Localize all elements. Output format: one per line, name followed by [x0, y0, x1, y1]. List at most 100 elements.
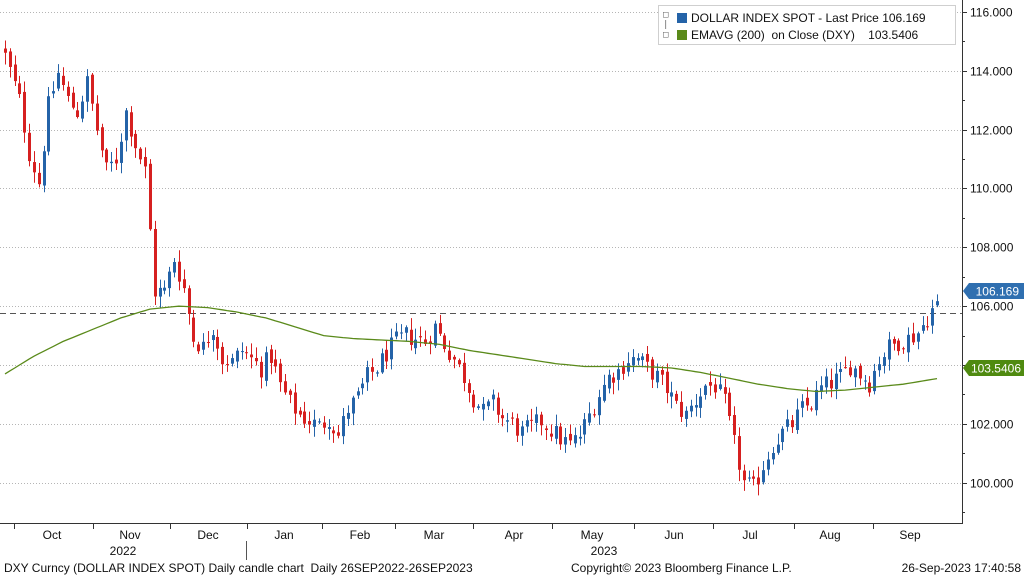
candle-body	[352, 397, 355, 414]
candle-body	[724, 387, 727, 394]
candle-body	[188, 288, 191, 314]
candle-body	[936, 301, 939, 306]
candle-body	[680, 401, 683, 417]
candle-body	[376, 372, 379, 374]
candle-body	[820, 385, 823, 392]
candle-body	[641, 356, 644, 361]
candle-body	[463, 362, 466, 384]
candle-body	[583, 419, 586, 435]
candle-body	[825, 376, 828, 388]
candle-body	[91, 74, 94, 104]
candle-body	[385, 349, 388, 362]
candle-body	[328, 427, 331, 429]
y-tick-label: 116.000	[970, 6, 1013, 20]
legend-value-ema: 103.5406	[868, 28, 919, 42]
candle-body	[777, 444, 780, 453]
candle-body	[564, 437, 567, 445]
y-axis-ticks: 100.000102.000104.000106.000108.000110.0…	[962, 6, 1014, 513]
candle-body	[96, 103, 99, 131]
candle-body	[472, 394, 475, 408]
x-month-label: Dec	[197, 528, 218, 542]
candle-body	[429, 341, 432, 344]
candle-body	[226, 364, 229, 366]
candle-body	[414, 339, 417, 349]
gridlines	[0, 12, 962, 484]
y-tick-label: 112.000	[970, 124, 1013, 138]
candle-body	[608, 374, 611, 389]
candle-body	[270, 349, 273, 363]
candle-body	[714, 384, 717, 393]
candle-body	[245, 352, 248, 354]
x-month-label: Nov	[119, 528, 140, 542]
candle-body	[381, 353, 384, 373]
candle-body	[839, 369, 842, 372]
candle-body	[448, 350, 451, 360]
candle-body	[709, 382, 712, 386]
candle-body	[4, 48, 7, 53]
candle-body	[931, 308, 934, 326]
candle-body	[767, 459, 770, 470]
candle-body	[588, 413, 591, 423]
x-month-label: Sep	[899, 528, 921, 542]
candle-body	[81, 101, 84, 119]
footer-chart-description: DXY Curncy (DOLLAR INDEX SPOT) Daily can…	[4, 561, 473, 575]
candle-body	[699, 396, 702, 408]
candle-body	[864, 380, 867, 382]
candle-body	[612, 377, 615, 383]
candle-body	[120, 141, 123, 163]
candle-body	[801, 401, 804, 408]
candle-body	[917, 333, 920, 342]
legend-swatch-blue	[677, 13, 687, 23]
candle-body	[361, 383, 364, 389]
candle-body	[757, 477, 760, 485]
candle-body	[902, 348, 905, 350]
candle-body	[748, 477, 751, 479]
candle-body	[115, 159, 118, 164]
ema-value-label: 103.5406	[971, 362, 1021, 376]
candle-body	[550, 433, 553, 437]
candle-body	[33, 162, 36, 173]
candle-body	[28, 132, 31, 162]
candle-body	[617, 369, 620, 380]
candle-body	[859, 365, 862, 379]
candle-body	[366, 367, 369, 383]
candle-body	[125, 110, 128, 141]
candle-body	[535, 414, 538, 423]
legend-swatch-green	[677, 30, 687, 40]
candle-body	[656, 370, 659, 383]
candle-body	[637, 358, 640, 361]
candle-body	[854, 368, 857, 378]
legend-collapse-icon[interactable]: □ | □	[663, 10, 669, 40]
y-tick-label: 100.000	[970, 477, 1014, 491]
candle-body	[183, 279, 186, 289]
candle-body	[101, 127, 104, 151]
candle-body	[294, 392, 297, 414]
candle-body	[540, 414, 543, 426]
candle-body	[163, 287, 166, 291]
candle-body	[907, 334, 910, 353]
candle-body	[487, 401, 490, 407]
legend-value-dxy: 106.169	[882, 11, 926, 25]
candle-body	[38, 172, 41, 185]
candle-body	[236, 350, 239, 362]
candle-body	[410, 329, 413, 345]
candle-body	[439, 323, 442, 334]
ema-badge: 103.5406	[963, 360, 1024, 376]
candle-body	[371, 367, 374, 372]
candle-body	[762, 470, 765, 483]
candle-body	[738, 436, 741, 470]
candle-body	[791, 420, 794, 428]
candle-body	[835, 373, 838, 390]
candle-body	[260, 361, 263, 378]
candle-body	[492, 394, 495, 400]
candle-body	[752, 476, 755, 479]
ema-200-line	[4, 305, 938, 393]
candle-body	[579, 436, 582, 439]
candle-body	[453, 356, 456, 360]
candle-body	[511, 417, 514, 419]
candle-body	[530, 419, 533, 421]
candle-body	[545, 428, 548, 431]
candle-body	[159, 287, 162, 297]
candle-body	[149, 163, 152, 230]
